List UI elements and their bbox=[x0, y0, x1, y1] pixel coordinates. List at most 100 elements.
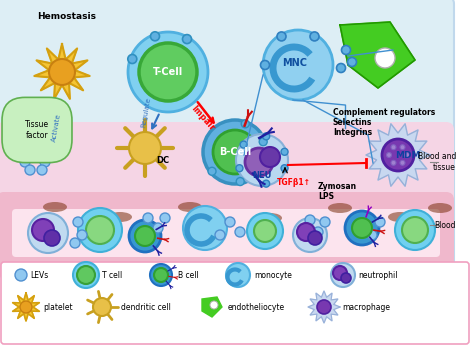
Circle shape bbox=[281, 148, 288, 155]
Ellipse shape bbox=[428, 203, 452, 213]
Circle shape bbox=[128, 32, 208, 112]
Text: Zymosan: Zymosan bbox=[318, 182, 357, 191]
Circle shape bbox=[317, 300, 331, 314]
Circle shape bbox=[20, 301, 32, 313]
Circle shape bbox=[395, 210, 435, 250]
Circle shape bbox=[78, 208, 122, 252]
Circle shape bbox=[337, 63, 346, 72]
Text: platelet: platelet bbox=[43, 303, 73, 312]
Circle shape bbox=[77, 266, 95, 284]
Circle shape bbox=[160, 213, 170, 223]
Text: Impair: Impair bbox=[190, 104, 217, 132]
Circle shape bbox=[293, 218, 327, 252]
Circle shape bbox=[129, 132, 161, 164]
Circle shape bbox=[263, 133, 270, 140]
Circle shape bbox=[20, 157, 30, 167]
Circle shape bbox=[183, 206, 227, 250]
Circle shape bbox=[32, 219, 54, 241]
Circle shape bbox=[210, 301, 218, 309]
Text: neutrophil: neutrophil bbox=[358, 270, 398, 279]
Circle shape bbox=[44, 230, 60, 246]
Circle shape bbox=[135, 226, 155, 246]
Circle shape bbox=[208, 167, 216, 175]
Text: Activate: Activate bbox=[51, 114, 62, 142]
Text: monocyte: monocyte bbox=[254, 270, 292, 279]
Text: Hemostasis: Hemostasis bbox=[37, 12, 96, 21]
Text: B cell: B cell bbox=[178, 270, 199, 279]
Polygon shape bbox=[366, 124, 430, 186]
Circle shape bbox=[382, 139, 414, 171]
Circle shape bbox=[86, 216, 114, 244]
Circle shape bbox=[70, 238, 80, 248]
Circle shape bbox=[215, 230, 225, 240]
Text: NEU: NEU bbox=[252, 170, 272, 179]
FancyBboxPatch shape bbox=[0, 192, 454, 277]
Circle shape bbox=[240, 141, 247, 148]
Circle shape bbox=[277, 32, 286, 41]
Text: MDM: MDM bbox=[395, 150, 421, 159]
Text: Blood and
tissue: Blood and tissue bbox=[418, 152, 456, 172]
Text: Selectins: Selectins bbox=[333, 118, 373, 127]
Circle shape bbox=[49, 59, 75, 85]
Text: LPS: LPS bbox=[318, 192, 334, 201]
Polygon shape bbox=[340, 22, 415, 88]
Circle shape bbox=[128, 55, 137, 63]
Circle shape bbox=[352, 218, 372, 238]
Circle shape bbox=[400, 145, 405, 150]
Circle shape bbox=[259, 138, 267, 146]
Circle shape bbox=[331, 263, 355, 287]
Circle shape bbox=[404, 152, 410, 158]
Text: B-Cell: B-Cell bbox=[219, 147, 251, 157]
Text: MNC: MNC bbox=[283, 58, 308, 68]
Circle shape bbox=[143, 213, 153, 223]
Circle shape bbox=[375, 217, 385, 227]
Text: Tissue
factor: Tissue factor bbox=[25, 120, 49, 140]
FancyBboxPatch shape bbox=[0, 122, 454, 277]
Circle shape bbox=[129, 220, 161, 252]
Circle shape bbox=[226, 263, 250, 287]
Circle shape bbox=[310, 32, 319, 41]
Circle shape bbox=[297, 223, 315, 241]
Circle shape bbox=[203, 120, 267, 184]
Circle shape bbox=[236, 178, 244, 186]
Circle shape bbox=[236, 165, 243, 172]
Circle shape bbox=[245, 148, 273, 176]
Circle shape bbox=[154, 268, 168, 282]
Circle shape bbox=[305, 215, 315, 225]
Circle shape bbox=[25, 165, 35, 175]
Circle shape bbox=[225, 217, 235, 227]
Circle shape bbox=[345, 211, 379, 245]
Circle shape bbox=[47, 152, 57, 162]
Circle shape bbox=[236, 134, 288, 186]
Text: LEVs: LEVs bbox=[30, 270, 48, 279]
Circle shape bbox=[386, 152, 392, 158]
Text: TGFβ1↑: TGFβ1↑ bbox=[277, 178, 311, 187]
Ellipse shape bbox=[43, 202, 67, 212]
Text: dendritic cell: dendritic cell bbox=[121, 303, 171, 312]
Circle shape bbox=[235, 227, 245, 237]
Circle shape bbox=[73, 262, 99, 288]
Circle shape bbox=[261, 60, 270, 69]
Circle shape bbox=[150, 264, 172, 286]
Circle shape bbox=[257, 163, 265, 171]
Circle shape bbox=[247, 213, 283, 249]
Circle shape bbox=[73, 217, 83, 227]
Circle shape bbox=[367, 230, 377, 240]
Circle shape bbox=[254, 220, 276, 242]
Circle shape bbox=[153, 223, 163, 233]
Circle shape bbox=[151, 32, 160, 41]
FancyBboxPatch shape bbox=[1, 262, 469, 344]
Ellipse shape bbox=[258, 213, 282, 223]
Circle shape bbox=[77, 230, 87, 240]
Circle shape bbox=[263, 30, 333, 100]
Text: DC: DC bbox=[156, 156, 170, 165]
Text: macrophage: macrophage bbox=[342, 303, 390, 312]
Circle shape bbox=[402, 217, 428, 243]
Text: Blood: Blood bbox=[435, 220, 456, 229]
Circle shape bbox=[391, 160, 396, 165]
Circle shape bbox=[313, 227, 323, 237]
Circle shape bbox=[139, 43, 197, 101]
Circle shape bbox=[93, 298, 111, 316]
Circle shape bbox=[391, 145, 396, 150]
Circle shape bbox=[15, 269, 27, 281]
